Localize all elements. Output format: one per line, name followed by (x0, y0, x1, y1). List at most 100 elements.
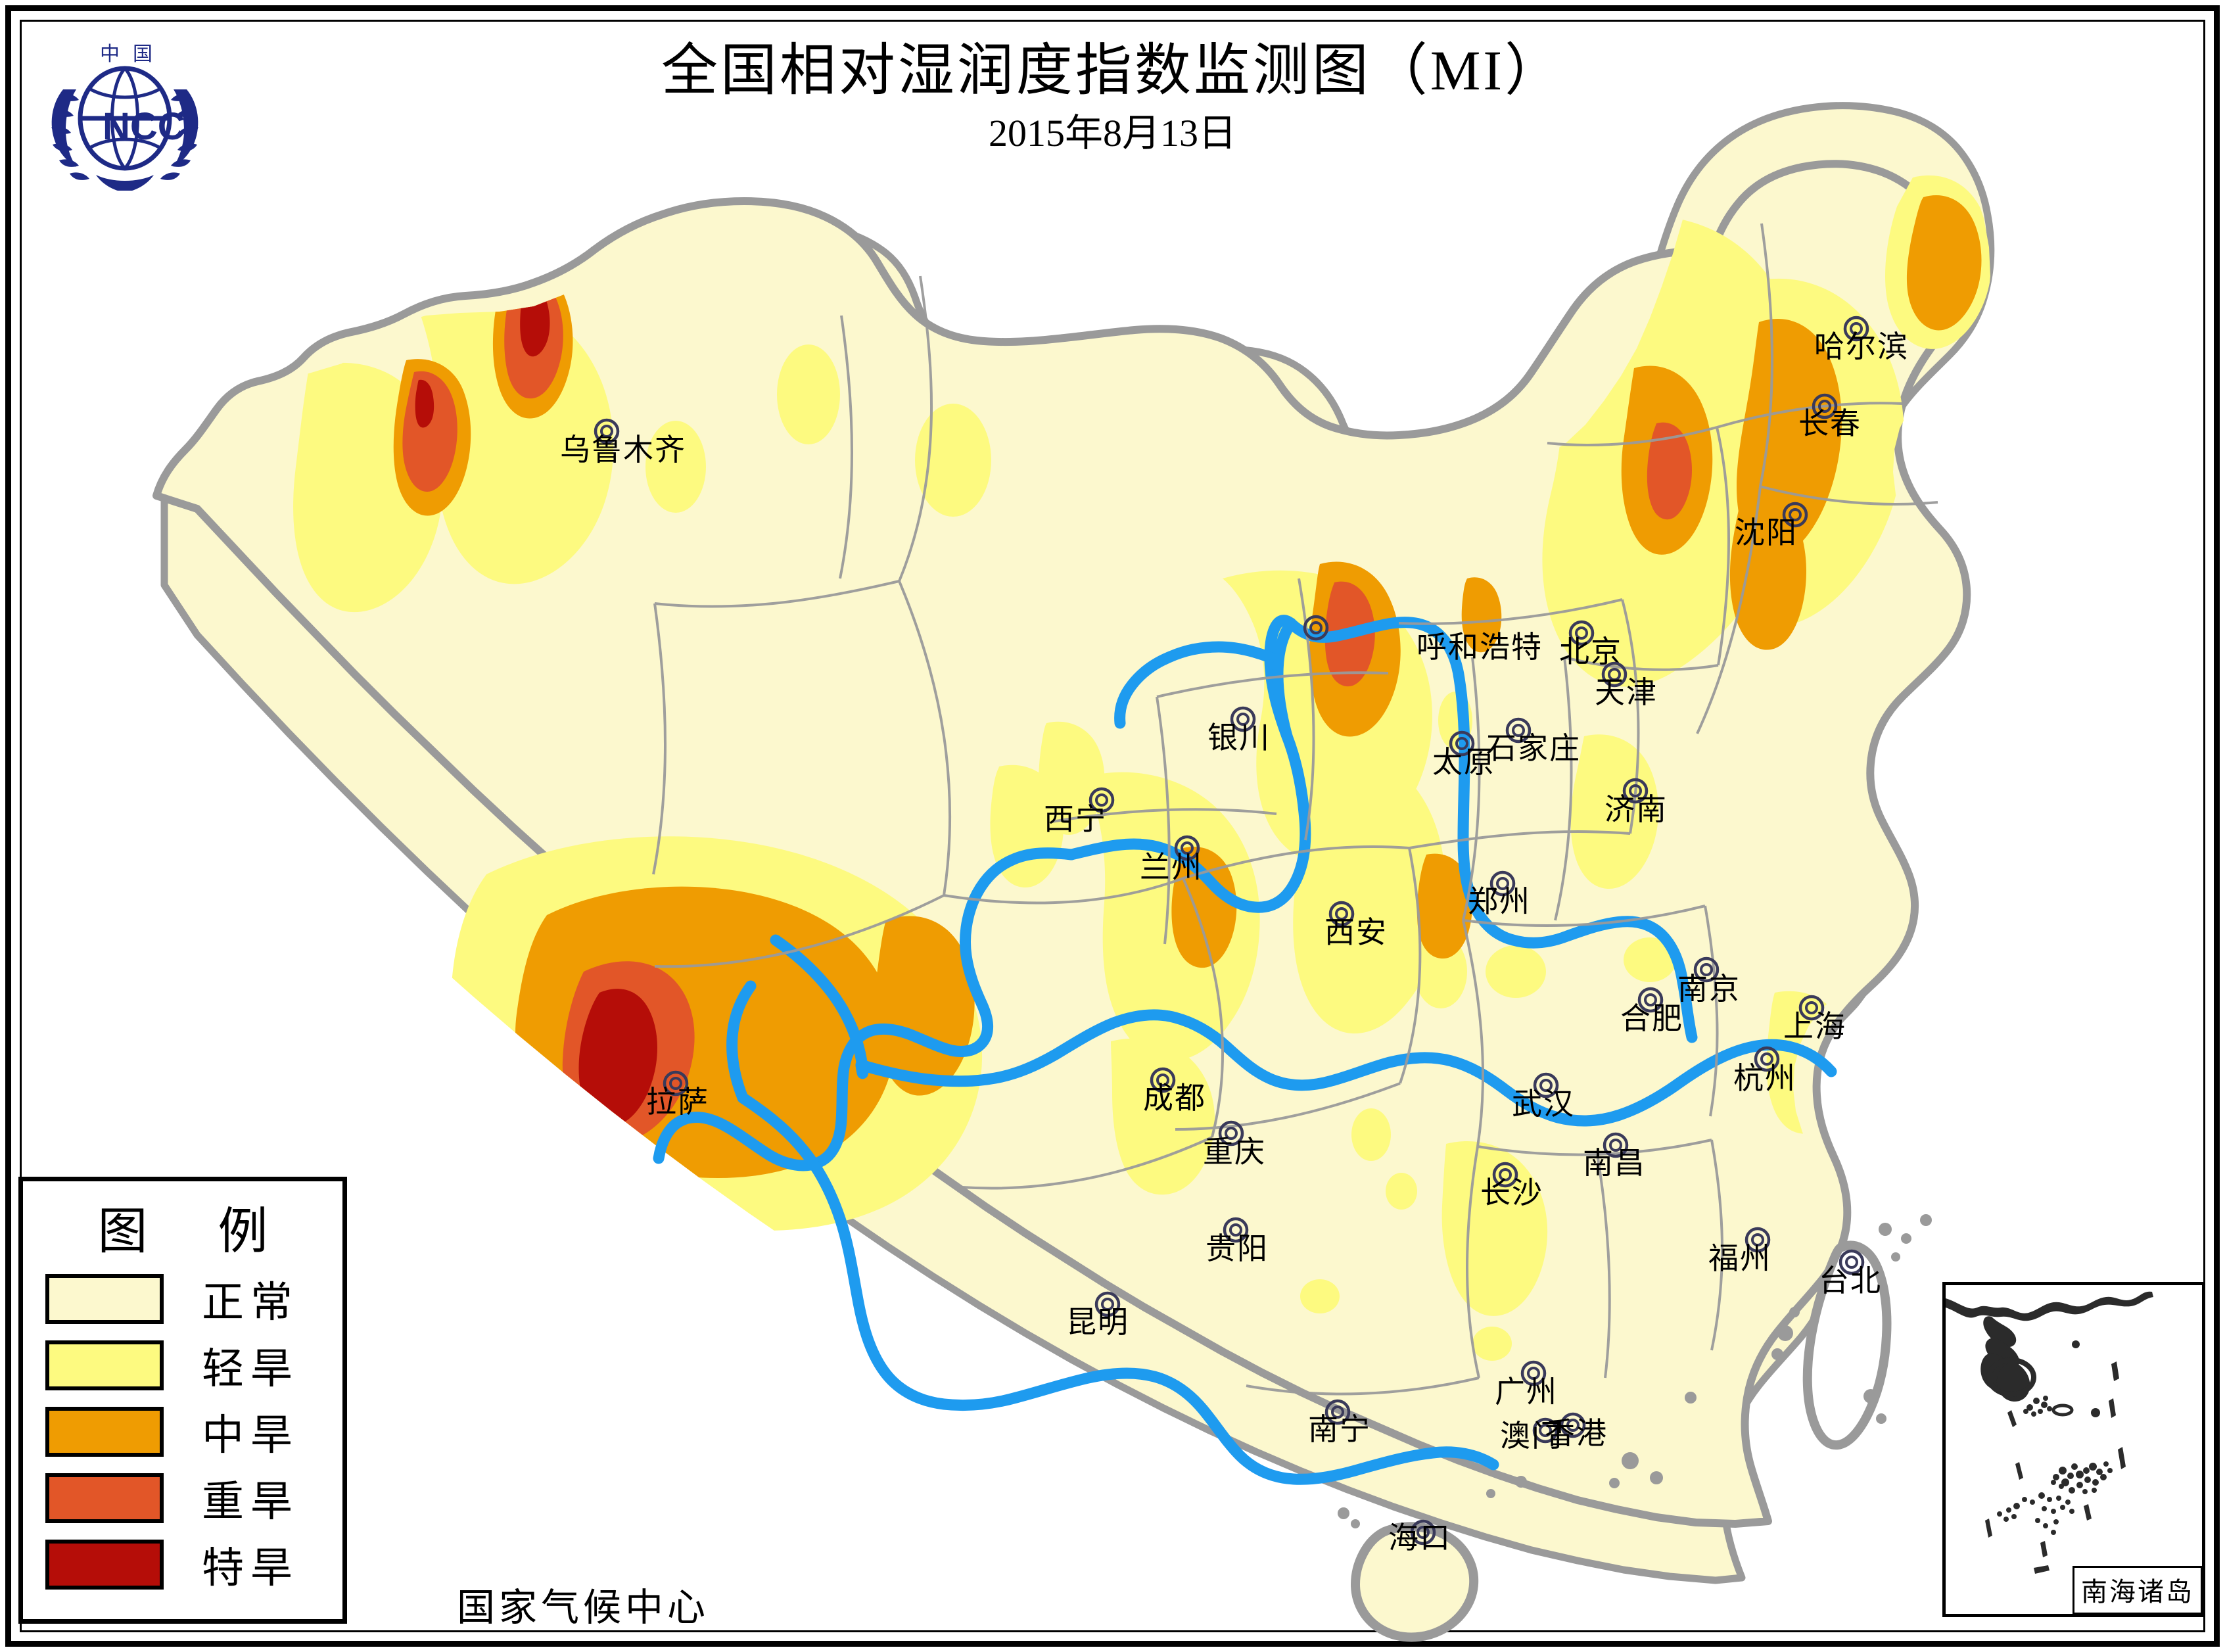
city-marker-成都[interactable]: 成都 (1143, 1067, 1206, 1115)
yellow-river-upper (653, 847, 1077, 1171)
city-marker-合肥[interactable]: 合肥 (1620, 987, 1683, 1035)
city-marker-南昌[interactable]: 南昌 (1583, 1132, 1646, 1180)
city-dot-inner (1751, 1233, 1764, 1246)
city-dot-inner (1609, 1139, 1622, 1152)
city-label: 台北 (1819, 1264, 1882, 1298)
city-dot-inner (1845, 1256, 1858, 1269)
city-label: 武汉 (1512, 1087, 1575, 1121)
city-dot-inner (1818, 400, 1831, 413)
city-marker-郑州[interactable]: 郑州 (1468, 870, 1531, 918)
city-marker-银川[interactable]: 银川 (1207, 706, 1271, 755)
city-dot-outer (1410, 1519, 1436, 1546)
city-dot-inner (1455, 737, 1468, 750)
city-dot-outer (1174, 835, 1200, 861)
city-dot-outer (1843, 316, 1869, 342)
city-marker-贵阳[interactable]: 贵阳 (1206, 1217, 1269, 1265)
city-label: 重庆 (1203, 1135, 1266, 1169)
city-dot-inner (1629, 784, 1642, 797)
city-marker-西宁[interactable]: 西宁 (1044, 787, 1115, 836)
city-marker-长春[interactable]: 长春 (1798, 393, 1862, 440)
city-marker-哈尔滨[interactable]: 哈尔滨 (1814, 316, 1909, 364)
city-marker-上海[interactable]: 上海 (1783, 995, 1846, 1043)
city-dot-outer (1839, 1249, 1865, 1275)
city-dot-outer (1505, 717, 1532, 743)
city-dot-outer (1560, 1412, 1586, 1438)
city-dot-outer (1324, 1399, 1351, 1425)
city-dot-outer (1223, 1217, 1249, 1243)
legend-swatch-moderate (45, 1407, 164, 1457)
city-dot-inner (1539, 1424, 1552, 1437)
legend-row-severe: 重旱 (45, 1468, 342, 1528)
city-dot-inner (1181, 841, 1194, 855)
city-marker-西安[interactable]: 西安 (1324, 901, 1388, 949)
city-marker-兰州[interactable]: 兰州 (1140, 835, 1203, 884)
city-dot-inner (1496, 877, 1509, 890)
city-label: 贵阳 (1206, 1232, 1269, 1265)
city-dot-outer (1798, 995, 1825, 1021)
city-dot-inner (1101, 1298, 1114, 1311)
city-marker-香港[interactable]: 香港 (1545, 1412, 1608, 1450)
city-dot-outer (1489, 870, 1516, 897)
city-marker-南京[interactable]: 南京 (1677, 956, 1741, 1006)
city-marker-长沙[interactable]: 长沙 (1480, 1162, 1543, 1210)
city-marker-南宁[interactable]: 南宁 (1308, 1399, 1371, 1446)
legend-row-extreme: 特旱 (45, 1534, 342, 1595)
city-label: 呼和浩特 (1417, 630, 1543, 664)
source-attribution: 国家气候中心 (457, 1586, 710, 1629)
city-dot-inner (1644, 993, 1657, 1006)
city-dot-inner (600, 425, 613, 438)
city-dot-outer (1230, 706, 1256, 732)
city-marker-沈阳[interactable]: 沈阳 (1735, 502, 1808, 550)
legend-row-light: 轻旱 (45, 1335, 342, 1396)
city-dot-outer (1492, 1162, 1518, 1188)
huanghe-west (1114, 641, 1276, 729)
yangtze-source-branch (770, 934, 869, 1079)
city-label: 广州 (1495, 1375, 1558, 1409)
city-dot-outer (1218, 1120, 1244, 1146)
city-marker-重庆[interactable]: 重庆 (1203, 1120, 1266, 1169)
city-label: 拉萨 (646, 1085, 709, 1119)
city-label: 长春 (1798, 407, 1862, 440)
city-marker-福州[interactable]: 福州 (1708, 1227, 1771, 1275)
inset-label-box: 南海诸岛 (2073, 1566, 2202, 1614)
city-label: 昆明 (1066, 1306, 1129, 1339)
city-marker-台北[interactable]: 台北 (1819, 1249, 1882, 1298)
city-marker-拉萨[interactable]: 拉萨 (646, 1070, 709, 1119)
city-dot-outer (1520, 1360, 1547, 1386)
city-dot-inner (1156, 1074, 1169, 1087)
huanghe-bend-north (1272, 617, 1297, 742)
city-marker-昆明[interactable]: 昆明 (1066, 1291, 1129, 1339)
city-marker-石家庄[interactable]: 石家庄 (1486, 717, 1581, 765)
city-label: 长沙 (1480, 1176, 1543, 1210)
city-marker-武汉[interactable]: 武汉 (1512, 1072, 1575, 1121)
city-dot-inner (1789, 508, 1802, 521)
city-label: 西宁 (1044, 803, 1107, 836)
city-marker-天津[interactable]: 天津 (1595, 661, 1658, 709)
city-dot-inner (1566, 1419, 1580, 1432)
city-dot-outer (594, 418, 620, 444)
city-dot-outer (1754, 1046, 1780, 1072)
yangtze-mid (855, 1009, 1837, 1127)
legend-swatch-light (45, 1340, 164, 1390)
city-marker-太原[interactable]: 太原 (1432, 730, 1495, 779)
city-marker-澳门[interactable]: 澳门 (1500, 1417, 1563, 1453)
city-dot-outer (1533, 1072, 1559, 1098)
city-marker-呼和浩特[interactable]: 呼和浩特 (1303, 615, 1543, 664)
city-marker-广州[interactable]: 广州 (1495, 1360, 1558, 1409)
city-dot-outer (1693, 956, 1720, 983)
city-dot-inner (1331, 1405, 1344, 1419)
city-dot-outer (1089, 787, 1115, 813)
city-dot-inner (1095, 793, 1108, 807)
legend-label-extreme: 特旱 (202, 1545, 299, 1592)
city-marker-海口[interactable]: 海口 (1388, 1519, 1451, 1555)
city-marker-济南[interactable]: 济南 (1604, 778, 1668, 826)
city-dot-outer (1150, 1067, 1176, 1093)
city-label: 南昌 (1583, 1146, 1646, 1180)
city-marker-杭州[interactable]: 杭州 (1733, 1046, 1796, 1095)
city-marker-乌鲁木齐[interactable]: 乌鲁木齐 (560, 418, 686, 467)
rivers-group (653, 615, 1837, 1485)
city-label: 济南 (1604, 793, 1668, 826)
city-dot-outer (1622, 778, 1649, 804)
city-label: 郑州 (1468, 885, 1531, 918)
city-dot-inner (1335, 907, 1348, 920)
